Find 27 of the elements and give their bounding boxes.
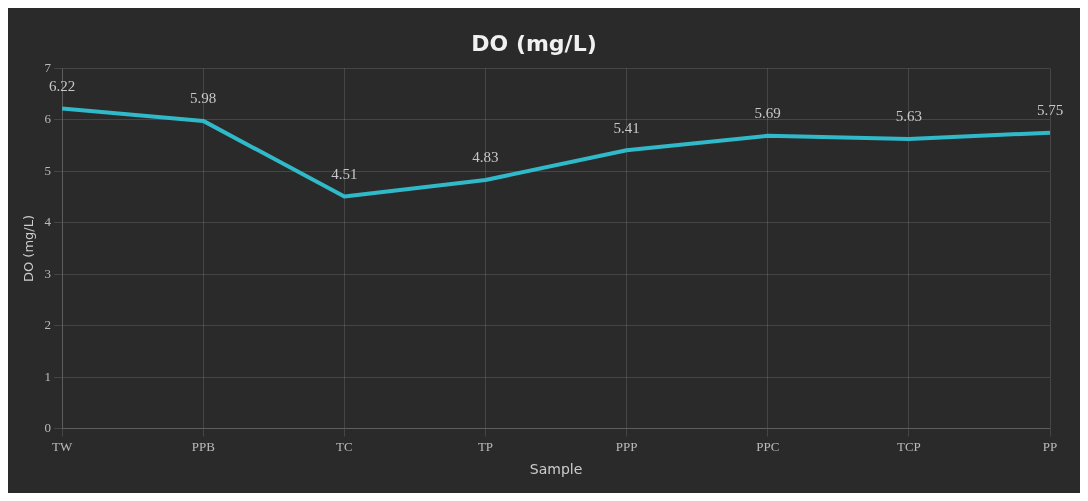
data-label: 5.41 [613, 119, 640, 136]
y-tick-label: 4 [44, 214, 52, 230]
x-tick-label: TC [336, 438, 353, 454]
chart-title: DO (mg/L) [471, 30, 597, 56]
y-tick-label: 2 [44, 317, 52, 333]
x-tick-label: TCP [896, 438, 921, 454]
y-axis-title: DO (mg/L) [21, 214, 37, 283]
y-tick-label: 7 [44, 59, 52, 75]
x-tick-label: TW [51, 438, 73, 454]
y-tick-label: 1 [44, 368, 52, 384]
data-label: 5.75 [1036, 102, 1064, 119]
x-tick-label: PPB [191, 438, 216, 454]
data-label: 5.63 [895, 108, 922, 125]
data-label: 5.69 [754, 105, 781, 122]
x-tick-label: PPC [756, 438, 780, 454]
data-label: 5.98 [190, 90, 217, 107]
data-label: 4.83 [472, 149, 499, 166]
y-tick-label: 0 [44, 420, 52, 436]
data-label: 6.22 [48, 77, 76, 94]
x-axis-title: Sample [529, 461, 583, 478]
x-tick-label: PP [1042, 438, 1058, 454]
y-tick-label: 6 [44, 111, 52, 127]
x-tick-label: TP [477, 438, 494, 454]
data-label: 4.51 [331, 165, 358, 182]
x-tick-label: PPP [615, 438, 638, 454]
y-tick-label: 3 [44, 265, 52, 281]
y-tick-label: 5 [44, 162, 52, 178]
